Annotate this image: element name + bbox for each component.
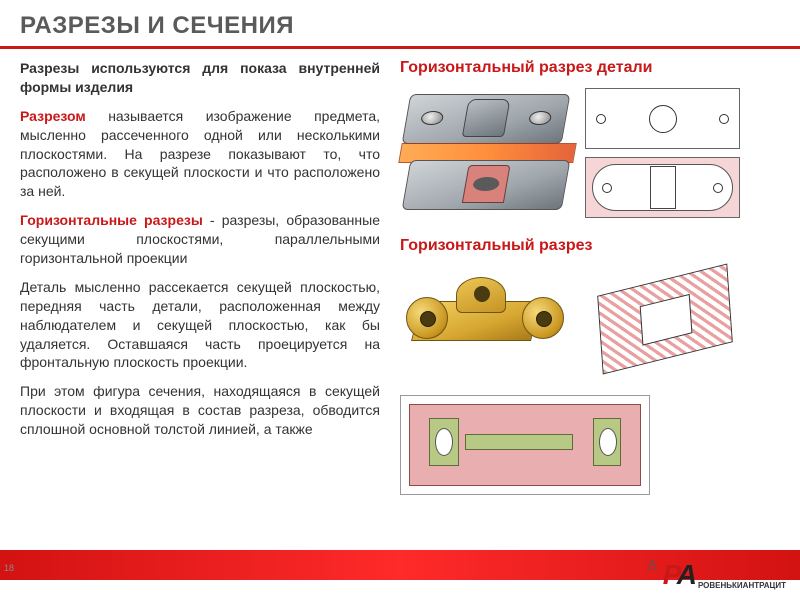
iso-section-shape (597, 263, 733, 374)
keyword-horizontal: Горизонтальные разрезы (20, 212, 203, 228)
boss-cylinder (462, 99, 511, 137)
content-columns: Разрезы используются для показа внутренн… (0, 59, 800, 509)
top-view (585, 88, 740, 149)
figure1 (400, 83, 784, 223)
figure2-caption: Горизонтальный разрез (400, 237, 784, 255)
page-title: РАЗРЕЗЫ И СЕЧЕНИЯ (0, 0, 800, 46)
bracket-eye-right (522, 297, 564, 339)
accent-line (0, 46, 800, 49)
logo-mark: РА (663, 559, 694, 591)
hole-icon (420, 111, 444, 125)
section-hole (435, 428, 453, 456)
keyword-razrezom: Разрезом (20, 108, 86, 124)
circle-icon (596, 114, 606, 124)
hole-icon (528, 111, 552, 125)
paragraph-4: При этом фигура сечения, находящаяся в с… (20, 382, 380, 439)
mine-headframe-icon (646, 554, 659, 576)
logo-letter-a: А (677, 559, 694, 590)
bracket-lug (456, 277, 506, 313)
orthographic-views (585, 88, 740, 218)
part-upper-half (402, 94, 571, 144)
section-view (585, 157, 740, 218)
section-inner-fill (465, 434, 573, 450)
hole-icon (420, 311, 436, 327)
paragraph-3: Деталь мысленно рассекается секущей плос… (20, 278, 380, 372)
mid-feature (650, 166, 676, 209)
company-logo: РА РОВЕНЬКИАНТРАЦИТ (646, 554, 786, 596)
hole-icon (536, 311, 552, 327)
gold-bracket-3d (400, 261, 570, 376)
figure3-cross-section (400, 395, 650, 495)
bracket-eye-left (406, 297, 448, 339)
slide-page: РАЗРЕЗЫ И СЕЧЕНИЯ Разрезы используются д… (0, 0, 800, 600)
section-hole (599, 428, 617, 456)
figure2 (400, 261, 784, 381)
part-lower-half (402, 160, 571, 210)
page-number: 18 (4, 563, 14, 573)
logo-letter-r: Р (663, 559, 677, 590)
paragraph-1: Разрезом называется изображение предмета… (20, 107, 380, 201)
circle-icon (719, 114, 729, 124)
circle-icon (649, 105, 677, 133)
logo-subtext: РОВЕНЬКИАНТРАЦИТ (698, 582, 786, 590)
gold-bracket-section (580, 261, 750, 376)
paragraph-2: Горизонтальные разрезы - разрезы, образо… (20, 211, 380, 268)
figure1-caption: Горизонтальный разрез детали (400, 59, 784, 77)
text-column: Разрезы используются для показа внутренн… (20, 59, 380, 509)
metal-split-part (400, 88, 575, 218)
circle-icon (713, 183, 723, 193)
circle-icon (602, 183, 612, 193)
figure-column: Горизонтальный разрез детали (400, 59, 784, 509)
intro-text: Разрезы используются для показа внутренн… (20, 59, 380, 97)
